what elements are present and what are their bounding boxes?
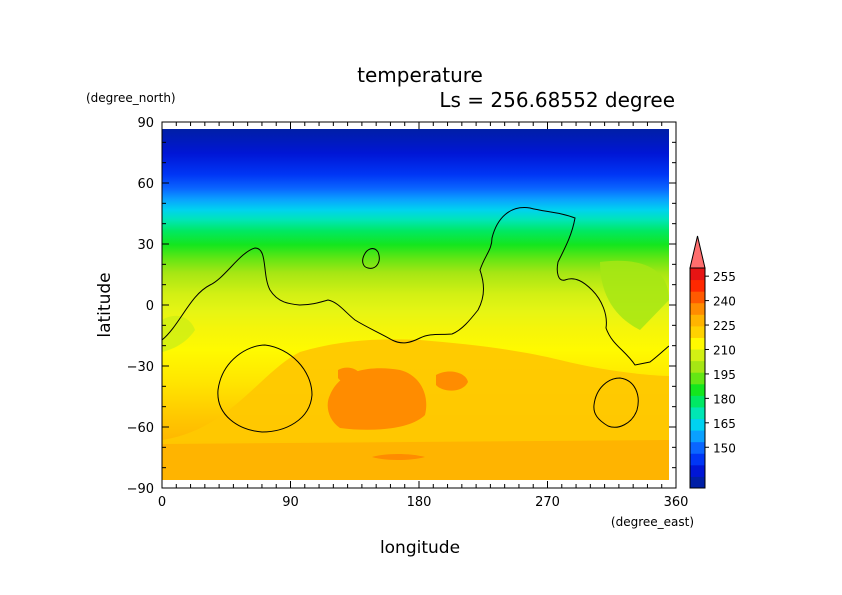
temperature-field xyxy=(162,129,669,480)
x-tick-label: 270 xyxy=(535,495,560,510)
colorbar-segment xyxy=(690,302,705,315)
colorbar-segment xyxy=(690,476,705,489)
y-tick-label: 60 xyxy=(137,177,154,192)
hot-spot-center xyxy=(327,368,427,430)
colorbar-segment xyxy=(690,464,705,477)
contour-isle xyxy=(362,248,380,269)
y-tick-label: 0 xyxy=(146,299,154,314)
colorbar-tick-label: 240 xyxy=(713,295,736,309)
hot-spot-east xyxy=(436,371,468,391)
colorbar-tick-label: 225 xyxy=(713,319,736,333)
hot-spot-west xyxy=(338,367,362,384)
y-tick-label: 90 xyxy=(137,116,154,131)
colorbar-segment xyxy=(690,349,705,362)
chart-subtitle: Ls = 256.68552 degree xyxy=(439,88,675,112)
colorbar-segment xyxy=(690,372,705,385)
hot-spot-south xyxy=(372,454,425,460)
colorbar-tick-label: 210 xyxy=(713,343,736,357)
colorbar-tick-label: 150 xyxy=(713,441,736,455)
colorbar-segment xyxy=(690,325,705,338)
colorbar-tick-label: 255 xyxy=(713,270,736,284)
colorbar-segment xyxy=(690,314,705,327)
cool-patch-west xyxy=(162,315,195,352)
x-tick-label: 0 xyxy=(158,495,166,510)
y-tick-label: −90 xyxy=(127,482,154,497)
colorbar-segment xyxy=(690,291,705,304)
y-tick-label: −60 xyxy=(127,421,154,436)
y-unit-label: (degree_north) xyxy=(86,91,176,105)
colorbar-tick-label: 180 xyxy=(713,392,736,406)
colorbar-frame xyxy=(689,267,706,489)
colorbar-tick-label: 165 xyxy=(713,417,736,431)
x-tick-label: 360 xyxy=(664,495,689,510)
x-tick-label: 180 xyxy=(407,495,432,510)
x-unit-label: (degree_east) xyxy=(611,515,694,529)
colorbar-segment xyxy=(690,441,705,454)
colorbar-segment xyxy=(690,406,705,420)
colorbar-extend-arrow xyxy=(689,235,706,269)
colorbar-segment xyxy=(690,453,705,466)
cool-patch-east xyxy=(600,260,669,330)
x-axis-label: longitude xyxy=(380,538,460,558)
colorbar-segment xyxy=(690,337,705,350)
colorbar-segment xyxy=(690,383,705,396)
axes: 0 90 180 270 360 90 60 30 0 −30 −60 −90 xyxy=(127,116,689,510)
contour-main xyxy=(162,207,669,366)
contour-east-crater xyxy=(593,377,639,428)
colorbar-segment xyxy=(690,360,705,373)
x-tick-label: 90 xyxy=(282,495,299,510)
colorbar-tick-label: 195 xyxy=(713,368,736,382)
topography-contours xyxy=(162,207,669,433)
chart-title: temperature xyxy=(357,63,483,87)
warm-region-deep xyxy=(162,440,669,480)
colorbar-segment xyxy=(690,279,705,292)
y-axis-label: latitude xyxy=(95,272,115,337)
colorbar: 150 165 180 195 210 225 240 255 xyxy=(689,235,736,489)
colorbar-segment xyxy=(690,395,705,408)
y-tick-label: 30 xyxy=(137,238,154,253)
colorbar-segment xyxy=(690,268,705,281)
y-tick-label: −30 xyxy=(127,360,154,375)
contour-west-crater xyxy=(217,344,313,433)
colorbar-segment xyxy=(690,430,705,443)
colorbar-segment xyxy=(690,418,705,431)
